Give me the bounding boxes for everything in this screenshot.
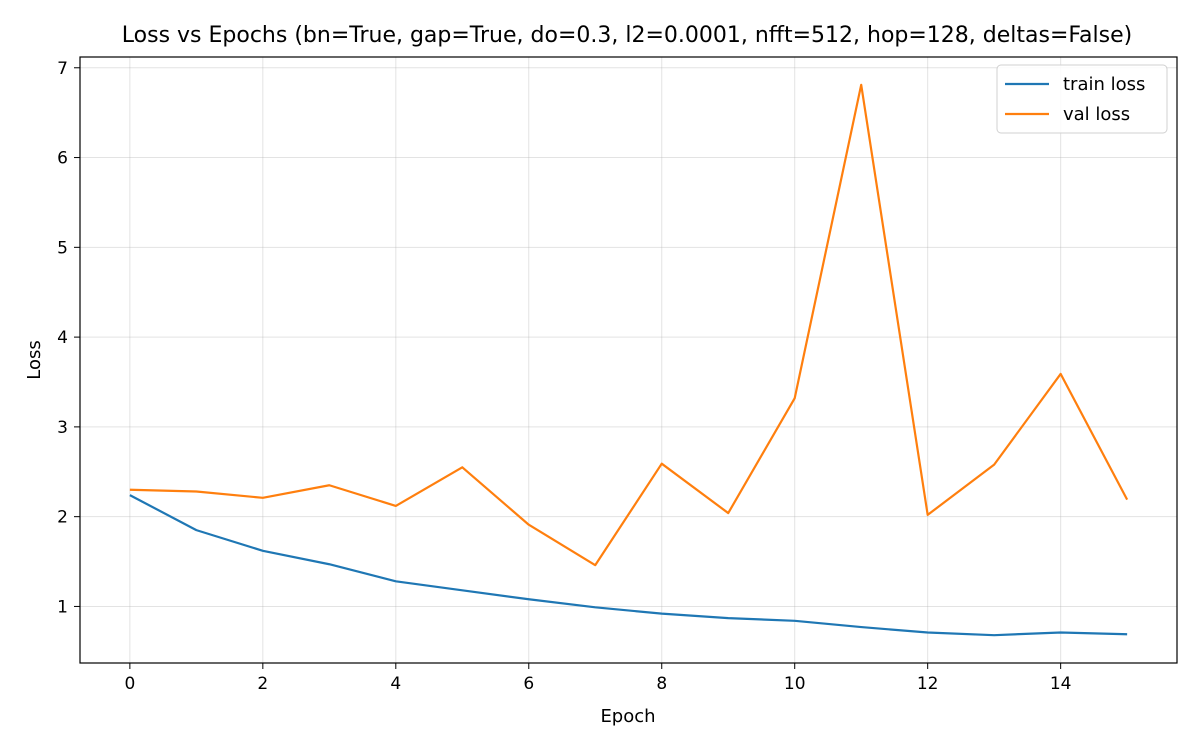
plot-frame [79, 56, 1178, 664]
y-axis-ticks: 1 2 3 4 5 6 7 [57, 59, 80, 617]
x-tick-label: 0 [124, 674, 135, 694]
legend-box [996, 64, 1168, 134]
x-axis-ticks: 0 2 4 6 8 10 12 14 [124, 663, 1071, 694]
y-tick-label: 2 [57, 508, 68, 528]
x-tick-label: 14 [1050, 674, 1072, 694]
y-tick-label: 3 [57, 418, 68, 438]
x-tick-label: 2 [257, 674, 268, 694]
x-tick-label: 6 [523, 674, 534, 694]
y-tick-label: 7 [57, 59, 68, 79]
series-line-val-loss [129, 83, 1129, 567]
y-tick-label: 5 [57, 238, 68, 258]
x-tick-label: 4 [390, 674, 401, 694]
x-axis-label: Epoch [600, 706, 655, 727]
series-line-train-loss [129, 494, 1128, 637]
x-tick-label: 10 [784, 674, 806, 694]
y-tick-label: 4 [57, 328, 68, 348]
y-tick-label: 1 [57, 597, 68, 617]
chart-title: Loss vs Epochs (bn=True, gap=True, do=0.… [122, 23, 1132, 48]
legend-entry: train loss [1063, 74, 1145, 95]
grid [80, 57, 1177, 663]
x-tick-label: 12 [917, 674, 939, 694]
y-tick-label: 6 [57, 149, 68, 169]
series-lines [129, 83, 1129, 637]
legend-entry: val loss [1063, 104, 1130, 125]
x-tick-label: 8 [656, 674, 667, 694]
y-axis-label: Loss [24, 340, 45, 379]
legend: train loss val loss [996, 64, 1168, 134]
